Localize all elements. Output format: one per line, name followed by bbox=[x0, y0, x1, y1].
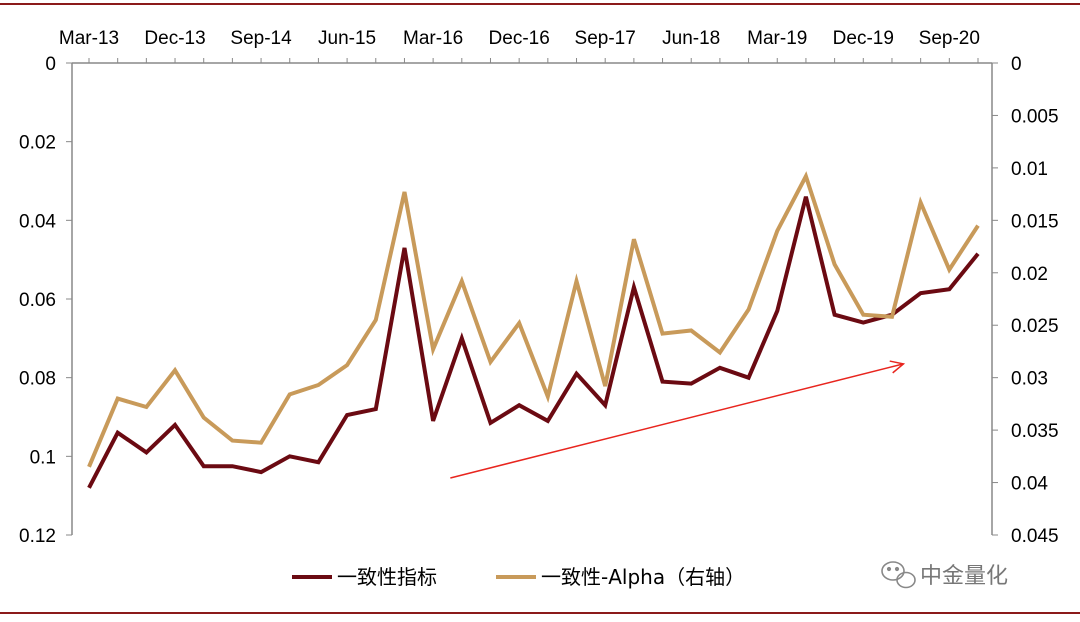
x-tick-label: Jun-18 bbox=[662, 28, 720, 49]
wechat-icon bbox=[881, 561, 916, 589]
x-tick-label: Sep-17 bbox=[575, 28, 636, 49]
chart-axes bbox=[66, 58, 998, 536]
trend-arrow-line bbox=[450, 363, 904, 479]
right-y-tick-label: 0.02 bbox=[1011, 264, 1048, 285]
right-y-tick-label: 0.045 bbox=[1011, 526, 1059, 547]
right-y-tick-label: 0.005 bbox=[1011, 106, 1059, 127]
left-y-tick-label: 0.08 bbox=[19, 369, 56, 390]
right-y-tick-label: 0.04 bbox=[1011, 474, 1048, 495]
legend-label-consistency-index: 一致性指标 bbox=[337, 565, 437, 589]
trend-arrow-head bbox=[889, 360, 906, 374]
x-tick-label: Sep-14 bbox=[230, 28, 292, 49]
x-tick-label: Mar-19 bbox=[747, 28, 807, 49]
x-tick-label: Dec-13 bbox=[144, 28, 205, 49]
legend-label-consistency-alpha: 一致性-Alpha（右轴） bbox=[541, 565, 745, 589]
series-line-consistency-alpha bbox=[87, 171, 980, 468]
x-tick-label: Jun-15 bbox=[318, 28, 376, 49]
watermark-text: 中金量化 bbox=[920, 564, 1008, 589]
left-y-tick-label: 0.1 bbox=[30, 447, 56, 468]
left-y-tick-label: 0.12 bbox=[19, 526, 56, 547]
right-y-tick-label: 0.025 bbox=[1011, 316, 1059, 337]
right-y-tick-label: 0.015 bbox=[1011, 211, 1059, 232]
legend: 一致性指标 一致性-Alpha（右轴） bbox=[292, 565, 745, 589]
left-y-tick-label: 0.06 bbox=[19, 290, 56, 311]
right-y-tick-label: 0.03 bbox=[1011, 369, 1048, 390]
right-y-tick-label: 0.01 bbox=[1011, 159, 1048, 180]
x-tick-label: Dec-19 bbox=[833, 28, 894, 49]
tick-labels: Mar-13 Dec-13 Sep-14 Jun-15 Mar-16 Dec-16 Sep-… bbox=[19, 28, 1059, 547]
left-y-tick-label: 0.04 bbox=[19, 211, 56, 232]
x-tick-label: Dec-16 bbox=[489, 28, 550, 49]
x-tick-label: Mar-16 bbox=[403, 28, 463, 49]
x-tick-label: Sep-20 bbox=[919, 28, 980, 49]
right-y-tick-label: 0.035 bbox=[1011, 421, 1059, 442]
trend-arrow-annotation bbox=[450, 360, 906, 479]
watermark: 中金量化 bbox=[881, 561, 1008, 589]
right-y-tick-label: 0 bbox=[1011, 54, 1022, 75]
left-y-tick-label: 0 bbox=[45, 54, 56, 75]
series-line-consistency-index bbox=[87, 196, 980, 489]
left-y-tick-label: 0.02 bbox=[19, 133, 56, 154]
x-tick-label: Mar-13 bbox=[59, 28, 119, 49]
series-lines bbox=[87, 171, 980, 489]
